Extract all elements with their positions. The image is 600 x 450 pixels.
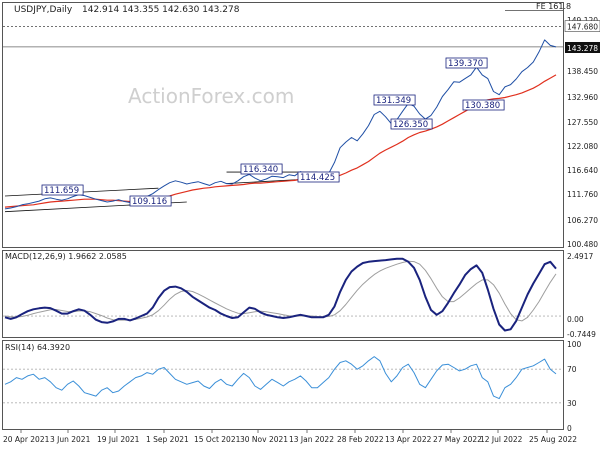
x-tick-label: 12 Jul 2022 (480, 435, 523, 444)
rsi-panel: RSI(14) 64.3920 (2, 340, 564, 430)
x-tick-label: 25 Aug 2022 (529, 435, 577, 444)
x-tick-label: 15 Oct 2021 (194, 435, 241, 444)
annotation-box (390, 118, 433, 130)
price-tick-label: 143.278 (567, 44, 598, 53)
y-axis-labels: 149.120143.278138.450132.960127.550122.0… (564, 16, 600, 433)
x-tick-label: 1 Sep 2021 (146, 435, 189, 444)
annotation-label: 116.340 (243, 165, 278, 175)
annotation-box (240, 163, 283, 175)
macd-tick-label: 0.00 (567, 315, 584, 324)
annotation-box (373, 94, 416, 106)
price-line (4, 39, 557, 210)
annotation-box (129, 195, 172, 207)
macd-signal-line (4, 260, 557, 322)
price-series (4, 39, 557, 210)
rsi-title: RSI(14) 64.3920 (5, 343, 70, 352)
price-tick-label: 138.450 (567, 67, 598, 76)
price-panel: USDJPY,Daily 142.914 143.355 142.630 143… (2, 2, 571, 248)
annotation-label: 109.116 (132, 197, 167, 207)
price-tick-label: 127.550 (567, 118, 598, 127)
price-tick-label: 122.080 (567, 142, 598, 151)
fib-label: FE 161.8 (536, 2, 571, 11)
annotation-label: 130.380 (465, 101, 500, 111)
macd-tick-label: 2.4917 (567, 252, 593, 261)
header-ohlc: 142.914 143.355 142.630 143.278 (82, 5, 240, 15)
price-tick-label: 100.480 (567, 240, 598, 249)
x-tick-label: 27 May 2022 (433, 435, 482, 444)
fib-level-label: 147.680 (567, 23, 598, 32)
annotation-box (462, 99, 505, 111)
annotation-label: 131.349 (376, 96, 411, 106)
price-level-annotations: 111.659 109.116 116.340 114.425 131.349 126.3… (41, 57, 505, 207)
header-symbol: USDJPY,Daily (14, 5, 73, 15)
price-tick-label: 132.960 (567, 93, 598, 102)
rsi-tick-label: 30 (567, 399, 577, 408)
rsi-panel-frame (2, 340, 564, 430)
annotation-label: 111.659 (44, 186, 79, 196)
rsi-tick-label: 100 (567, 340, 582, 349)
x-tick-label: 28 Feb 2022 (337, 435, 384, 444)
x-axis-labels: 20 Apr 2021 3 Jun 2021 19 Jul 2021 1 Sep 20… (3, 429, 577, 444)
x-tick-label: 13 Jan 2022 (289, 435, 334, 444)
annotation-label: 139.370 (448, 59, 483, 69)
x-tick-label: 19 Jul 2021 (97, 435, 140, 444)
macd-title: MACD(12,26,9) 1.9662 2.0585 (5, 252, 127, 261)
x-tick-label: 20 Apr 2021 (3, 435, 50, 444)
rsi-line (4, 356, 557, 400)
price-panel-frame (2, 2, 564, 248)
current-price-tag (565, 42, 600, 53)
macd-line (4, 257, 557, 332)
macd-panel-frame (2, 250, 564, 338)
x-tick-label: 13 Apr 2022 (385, 435, 432, 444)
annotation-box (445, 57, 488, 69)
annotation-label: 126.350 (393, 120, 428, 130)
watermark: ActionForex.com (128, 84, 294, 108)
rsi-tick-label: 70 (567, 365, 577, 374)
annotation-box (41, 184, 84, 196)
price-tick-label: 106.270 (567, 216, 598, 225)
macd-panel: MACD(12,26,9) 1.9662 2.0585 (2, 250, 564, 338)
annotation-box (297, 171, 340, 183)
macd-series (4, 257, 557, 332)
macd-tick-label: -0.7449 (567, 330, 596, 339)
price-tick-label: 111.760 (567, 190, 598, 199)
rsi-gridlines (3, 368, 563, 404)
rsi-tick-label: 0 (567, 424, 572, 433)
price-tick-label: 116.640 (567, 166, 598, 175)
x-tick-label: 3 Jun 2021 (50, 435, 91, 444)
x-tick-label: 30 Nov 2021 (240, 435, 288, 444)
rsi-series (4, 356, 557, 400)
fib-level-tag (564, 20, 600, 32)
annotation-label: 114.425 (300, 173, 335, 183)
